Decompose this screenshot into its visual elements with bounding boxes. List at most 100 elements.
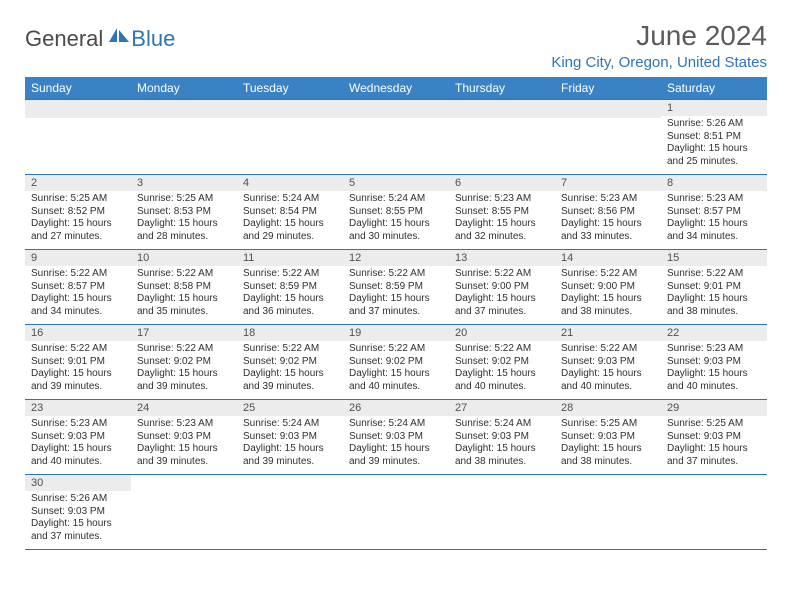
calendar-cell: 2Sunrise: 5:25 AMSunset: 8:52 PMDaylight… xyxy=(25,175,131,250)
day-details: Sunrise: 5:26 AMSunset: 9:03 PMDaylight:… xyxy=(25,491,131,547)
calendar-cell xyxy=(555,475,661,550)
day-number: 14 xyxy=(555,250,661,266)
calendar-cell: 20Sunrise: 5:22 AMSunset: 9:02 PMDayligh… xyxy=(449,325,555,400)
calendar-cell: 29Sunrise: 5:25 AMSunset: 9:03 PMDayligh… xyxy=(661,400,767,475)
calendar-cell: 4Sunrise: 5:24 AMSunset: 8:54 PMDaylight… xyxy=(237,175,343,250)
calendar-cell: 3Sunrise: 5:25 AMSunset: 8:53 PMDaylight… xyxy=(131,175,237,250)
day-number: 24 xyxy=(131,400,237,416)
weekday-header: Saturday xyxy=(661,77,767,100)
day-number: 16 xyxy=(25,325,131,341)
day-details: Sunrise: 5:24 AMSunset: 8:54 PMDaylight:… xyxy=(237,191,343,247)
calendar-cell xyxy=(661,475,767,550)
day-details: Sunrise: 5:22 AMSunset: 9:01 PMDaylight:… xyxy=(661,266,767,322)
day-number: 15 xyxy=(661,250,767,266)
calendar-cell: 11Sunrise: 5:22 AMSunset: 8:59 PMDayligh… xyxy=(237,250,343,325)
day-details: Sunrise: 5:22 AMSunset: 8:57 PMDaylight:… xyxy=(25,266,131,322)
day-number: 8 xyxy=(661,175,767,191)
calendar-cell xyxy=(131,475,237,550)
day-details: Sunrise: 5:25 AMSunset: 8:52 PMDaylight:… xyxy=(25,191,131,247)
day-number: 21 xyxy=(555,325,661,341)
brand-text-1: General xyxy=(25,26,103,52)
brand-sail-icon xyxy=(107,26,131,49)
day-details: Sunrise: 5:24 AMSunset: 9:03 PMDaylight:… xyxy=(237,416,343,472)
calendar-cell: 13Sunrise: 5:22 AMSunset: 9:00 PMDayligh… xyxy=(449,250,555,325)
day-number: 25 xyxy=(237,400,343,416)
day-details: Sunrise: 5:25 AMSunset: 9:03 PMDaylight:… xyxy=(661,416,767,472)
weekday-header: Thursday xyxy=(449,77,555,100)
calendar-cell xyxy=(449,475,555,550)
calendar-table: SundayMondayTuesdayWednesdayThursdayFrid… xyxy=(25,77,767,550)
calendar-cell: 26Sunrise: 5:24 AMSunset: 9:03 PMDayligh… xyxy=(343,400,449,475)
day-number: 2 xyxy=(25,175,131,191)
title-block: June 2024 King City, Oregon, United Stat… xyxy=(551,20,767,71)
day-details: Sunrise: 5:23 AMSunset: 9:03 PMDaylight:… xyxy=(25,416,131,472)
day-number: 19 xyxy=(343,325,449,341)
day-number: 23 xyxy=(25,400,131,416)
day-number: 18 xyxy=(237,325,343,341)
month-title: June 2024 xyxy=(551,20,767,52)
weekday-header: Tuesday xyxy=(237,77,343,100)
day-number: 6 xyxy=(449,175,555,191)
day-details: Sunrise: 5:23 AMSunset: 9:03 PMDaylight:… xyxy=(131,416,237,472)
day-details: Sunrise: 5:22 AMSunset: 9:00 PMDaylight:… xyxy=(449,266,555,322)
day-details: Sunrise: 5:22 AMSunset: 9:00 PMDaylight:… xyxy=(555,266,661,322)
calendar-cell: 14Sunrise: 5:22 AMSunset: 9:00 PMDayligh… xyxy=(555,250,661,325)
calendar-cell: 23Sunrise: 5:23 AMSunset: 9:03 PMDayligh… xyxy=(25,400,131,475)
calendar-cell: 24Sunrise: 5:23 AMSunset: 9:03 PMDayligh… xyxy=(131,400,237,475)
calendar-cell xyxy=(343,100,449,175)
calendar-cell xyxy=(343,475,449,550)
day-details: Sunrise: 5:25 AMSunset: 8:53 PMDaylight:… xyxy=(131,191,237,247)
calendar-body: 1Sunrise: 5:26 AMSunset: 8:51 PMDaylight… xyxy=(25,100,767,550)
calendar-cell: 6Sunrise: 5:23 AMSunset: 8:55 PMDaylight… xyxy=(449,175,555,250)
day-number: 22 xyxy=(661,325,767,341)
calendar-head: SundayMondayTuesdayWednesdayThursdayFrid… xyxy=(25,77,767,100)
day-number-empty xyxy=(237,100,343,118)
calendar-cell: 21Sunrise: 5:22 AMSunset: 9:03 PMDayligh… xyxy=(555,325,661,400)
day-details: Sunrise: 5:24 AMSunset: 9:03 PMDaylight:… xyxy=(449,416,555,472)
calendar-cell xyxy=(131,100,237,175)
brand-logo: General Blue xyxy=(25,20,175,52)
weekday-header: Friday xyxy=(555,77,661,100)
day-number: 17 xyxy=(131,325,237,341)
day-number-empty xyxy=(131,100,237,118)
day-details: Sunrise: 5:22 AMSunset: 8:58 PMDaylight:… xyxy=(131,266,237,322)
calendar-cell: 7Sunrise: 5:23 AMSunset: 8:56 PMDaylight… xyxy=(555,175,661,250)
calendar-cell: 22Sunrise: 5:23 AMSunset: 9:03 PMDayligh… xyxy=(661,325,767,400)
day-number: 26 xyxy=(343,400,449,416)
day-details: Sunrise: 5:23 AMSunset: 9:03 PMDaylight:… xyxy=(661,341,767,397)
calendar-cell: 19Sunrise: 5:22 AMSunset: 9:02 PMDayligh… xyxy=(343,325,449,400)
day-details: Sunrise: 5:22 AMSunset: 9:02 PMDaylight:… xyxy=(449,341,555,397)
day-number: 7 xyxy=(555,175,661,191)
day-number: 13 xyxy=(449,250,555,266)
calendar-cell: 12Sunrise: 5:22 AMSunset: 8:59 PMDayligh… xyxy=(343,250,449,325)
calendar-cell: 10Sunrise: 5:22 AMSunset: 8:58 PMDayligh… xyxy=(131,250,237,325)
day-number: 10 xyxy=(131,250,237,266)
calendar-cell: 30Sunrise: 5:26 AMSunset: 9:03 PMDayligh… xyxy=(25,475,131,550)
day-details: Sunrise: 5:23 AMSunset: 8:55 PMDaylight:… xyxy=(449,191,555,247)
calendar-cell: 15Sunrise: 5:22 AMSunset: 9:01 PMDayligh… xyxy=(661,250,767,325)
day-details: Sunrise: 5:22 AMSunset: 8:59 PMDaylight:… xyxy=(343,266,449,322)
day-details: Sunrise: 5:23 AMSunset: 8:57 PMDaylight:… xyxy=(661,191,767,247)
day-number: 28 xyxy=(555,400,661,416)
calendar-cell xyxy=(25,100,131,175)
day-details: Sunrise: 5:22 AMSunset: 9:01 PMDaylight:… xyxy=(25,341,131,397)
calendar-cell: 5Sunrise: 5:24 AMSunset: 8:55 PMDaylight… xyxy=(343,175,449,250)
day-number: 4 xyxy=(237,175,343,191)
calendar-cell: 25Sunrise: 5:24 AMSunset: 9:03 PMDayligh… xyxy=(237,400,343,475)
day-details: Sunrise: 5:22 AMSunset: 9:02 PMDaylight:… xyxy=(131,341,237,397)
day-number: 30 xyxy=(25,475,131,491)
calendar-cell xyxy=(449,100,555,175)
day-number: 11 xyxy=(237,250,343,266)
day-number: 20 xyxy=(449,325,555,341)
calendar-cell xyxy=(237,475,343,550)
weekday-header: Sunday xyxy=(25,77,131,100)
calendar-cell: 1Sunrise: 5:26 AMSunset: 8:51 PMDaylight… xyxy=(661,100,767,175)
brand-text-2: Blue xyxy=(131,26,175,52)
day-number-empty xyxy=(449,100,555,118)
day-details: Sunrise: 5:22 AMSunset: 9:02 PMDaylight:… xyxy=(237,341,343,397)
day-number: 27 xyxy=(449,400,555,416)
day-details: Sunrise: 5:25 AMSunset: 9:03 PMDaylight:… xyxy=(555,416,661,472)
day-details: Sunrise: 5:24 AMSunset: 9:03 PMDaylight:… xyxy=(343,416,449,472)
day-details: Sunrise: 5:26 AMSunset: 8:51 PMDaylight:… xyxy=(661,116,767,172)
calendar-cell: 8Sunrise: 5:23 AMSunset: 8:57 PMDaylight… xyxy=(661,175,767,250)
